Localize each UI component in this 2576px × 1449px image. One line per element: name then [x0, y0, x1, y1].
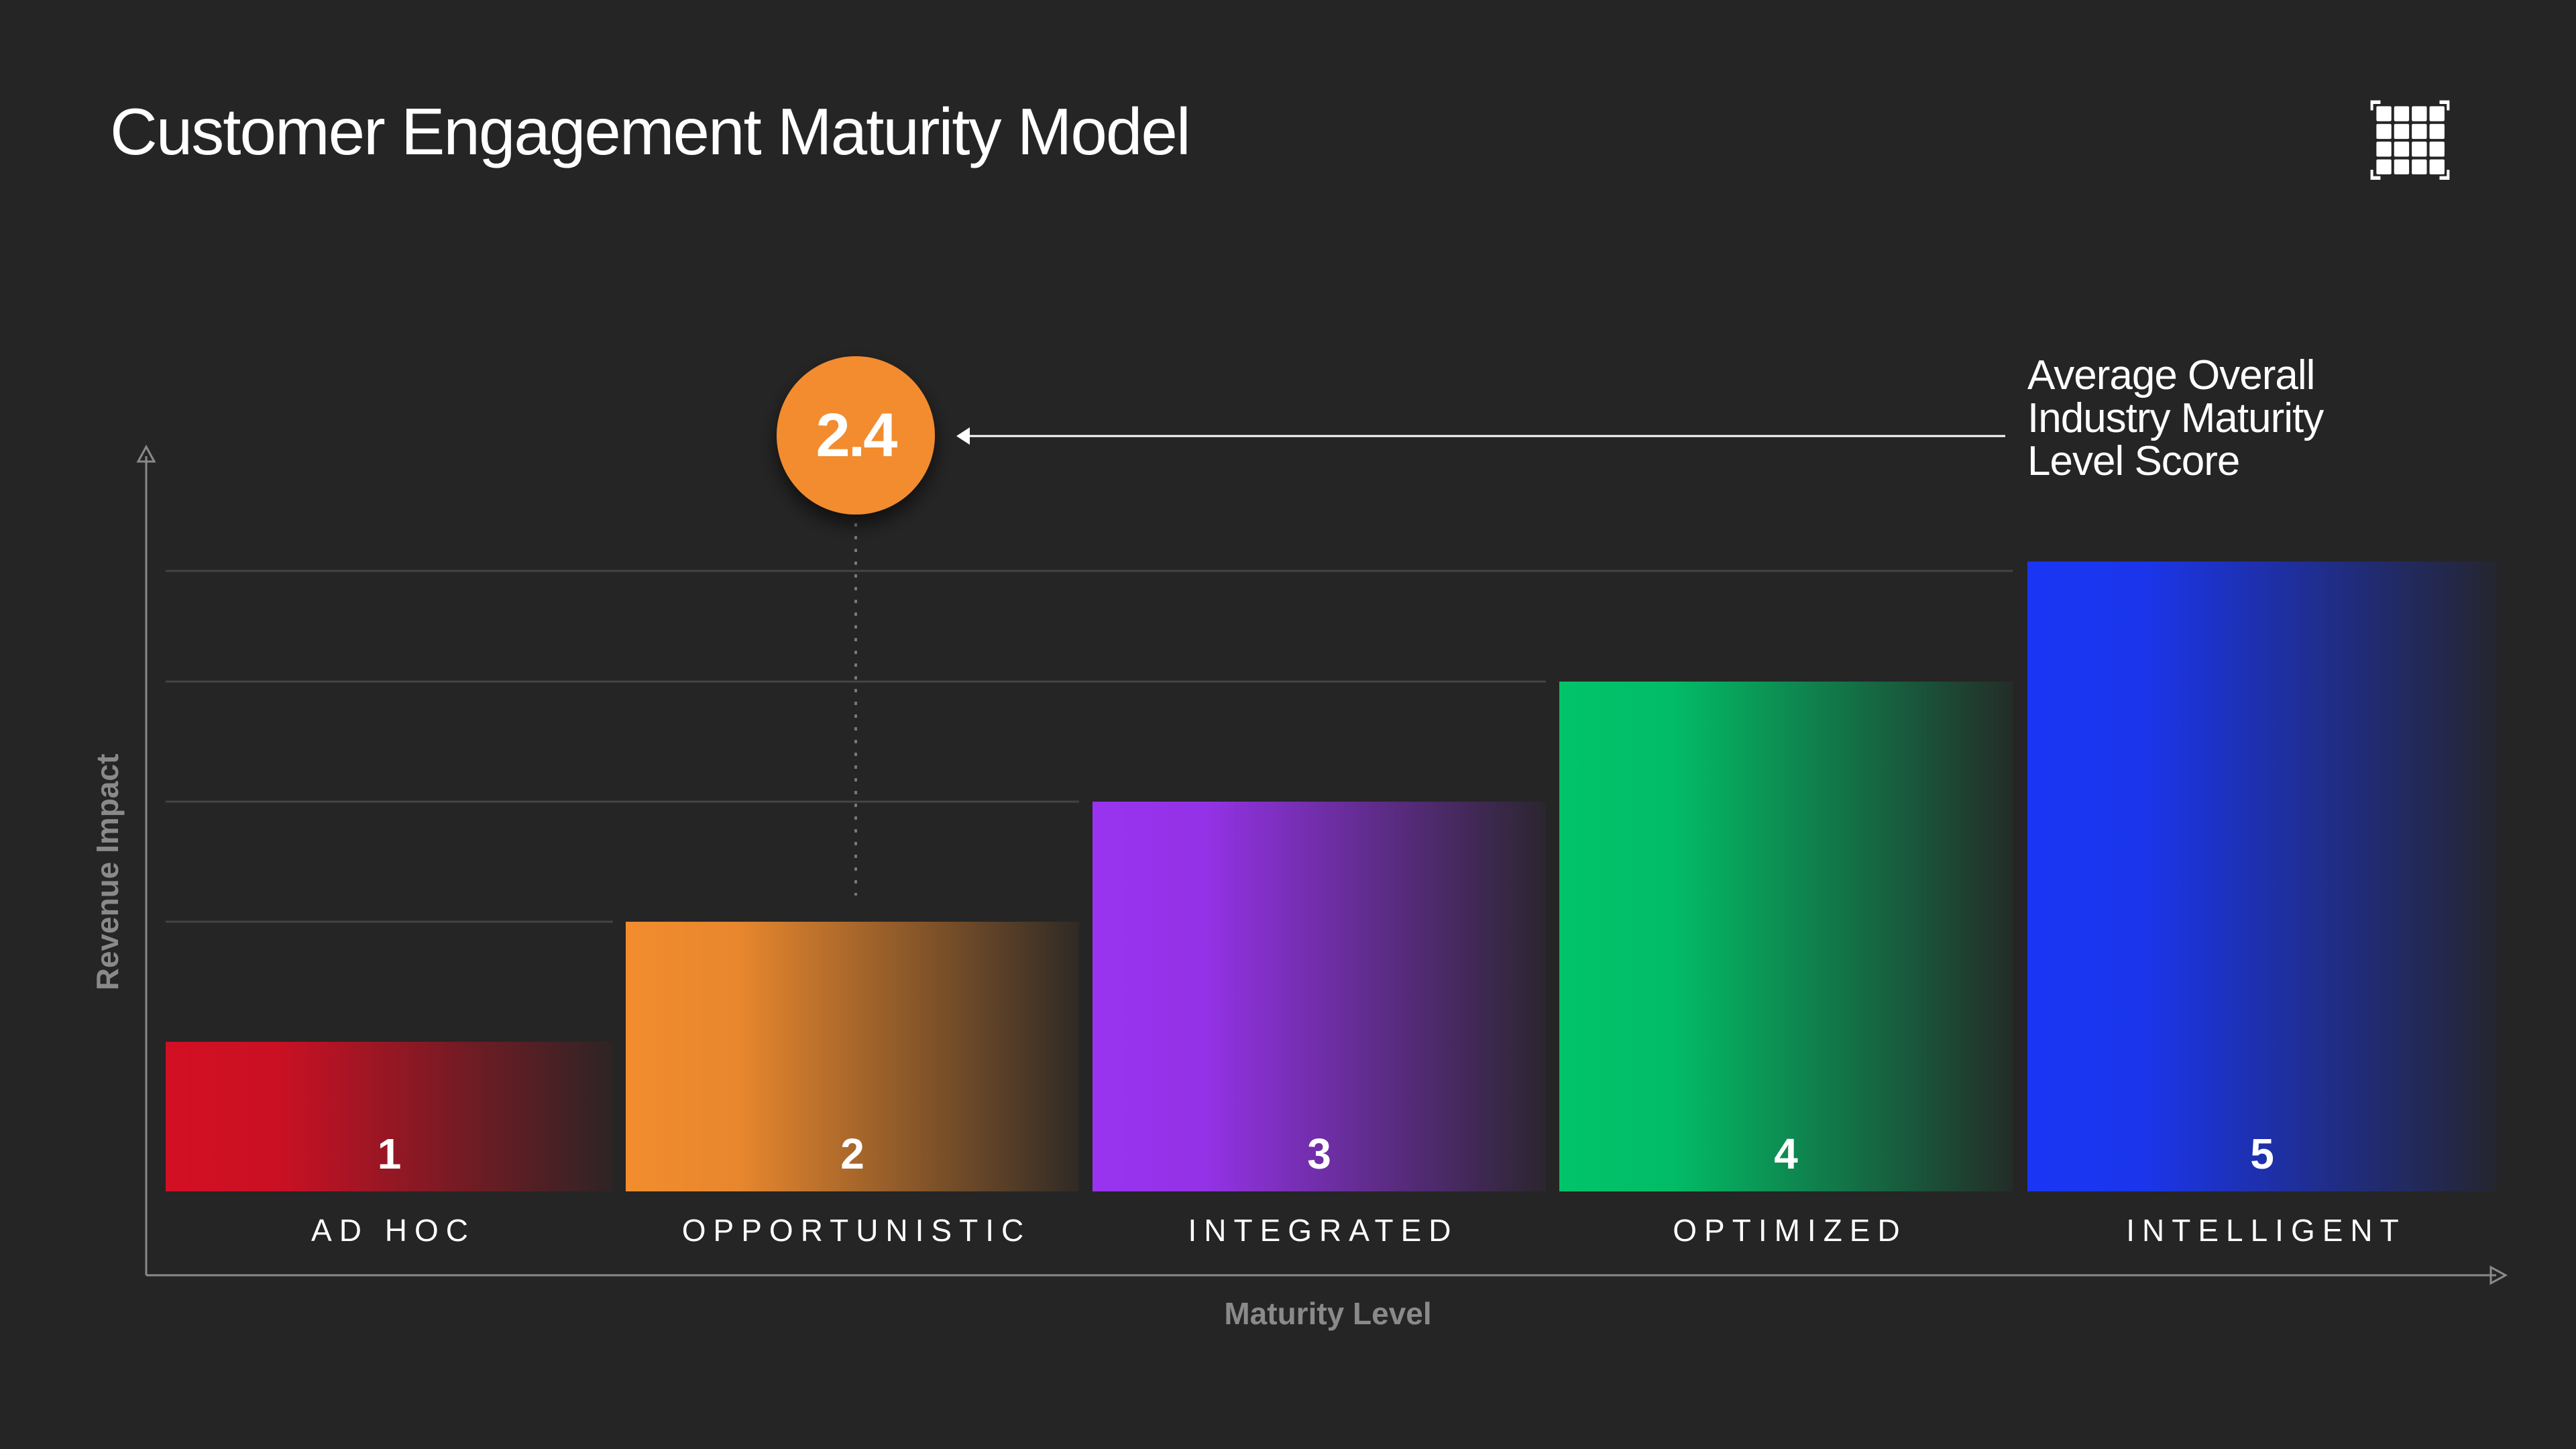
- bar: [1093, 802, 1546, 1191]
- logo-cell: [2376, 159, 2392, 174]
- logo-cell: [2376, 142, 2392, 157]
- logo-cell: [2412, 106, 2427, 121]
- logo-cell: [2394, 142, 2410, 157]
- bar: [166, 1042, 613, 1191]
- logo-cell: [2376, 106, 2392, 121]
- category-label: INTEGRATED: [1188, 1213, 1458, 1248]
- average-score-value: 2.4: [816, 401, 898, 470]
- logo-cell: [2429, 159, 2445, 174]
- annotation-line: Average Overall: [2027, 352, 2315, 398]
- bar-value-label: 2: [840, 1130, 864, 1178]
- bar-value-label: 4: [1774, 1130, 1798, 1178]
- y-axis-label: Revenue Impact: [90, 754, 125, 991]
- logo-cell: [2429, 106, 2445, 121]
- logo-cell: [2412, 123, 2427, 140]
- bar-value-label: 1: [378, 1130, 402, 1178]
- category-label: OPTIMIZED: [1673, 1213, 1907, 1248]
- annotation-text: Average Overall Industry Maturity Level …: [2027, 352, 2324, 484]
- grid-icon: [2370, 100, 2450, 180]
- logo-cell: [2394, 106, 2410, 121]
- annotation-arrow-head: [956, 427, 970, 445]
- page-title: Customer Engagement Maturity Model: [110, 95, 1191, 168]
- logo-cell: [2394, 159, 2410, 174]
- bar-value-label: 3: [1307, 1130, 1331, 1178]
- logo-cell: [2429, 123, 2445, 140]
- logo-cell: [2394, 123, 2410, 140]
- x-axis-arrow: [2489, 1265, 2508, 1285]
- category-label: OPPORTUNISTIC: [682, 1213, 1031, 1248]
- category-label: AD HOC: [311, 1213, 475, 1248]
- logo-cell: [2429, 142, 2445, 157]
- category-label: INTELLIGENT: [2126, 1213, 2406, 1248]
- annotation-line: Industry Maturity: [2027, 395, 2324, 441]
- bar: [1559, 682, 2013, 1191]
- logo-cell: [2412, 159, 2427, 174]
- x-axis-label: Maturity Level: [1224, 1296, 1431, 1331]
- logo-cell: [2412, 142, 2427, 157]
- average-score-marker: [777, 356, 935, 515]
- bar: [626, 922, 1079, 1191]
- y-axis-arrow: [136, 444, 156, 463]
- bar-value-label: 5: [2250, 1130, 2274, 1178]
- logo-cell: [2376, 123, 2392, 140]
- annotation-line: Level Score: [2027, 438, 2240, 484]
- bar: [2027, 561, 2497, 1191]
